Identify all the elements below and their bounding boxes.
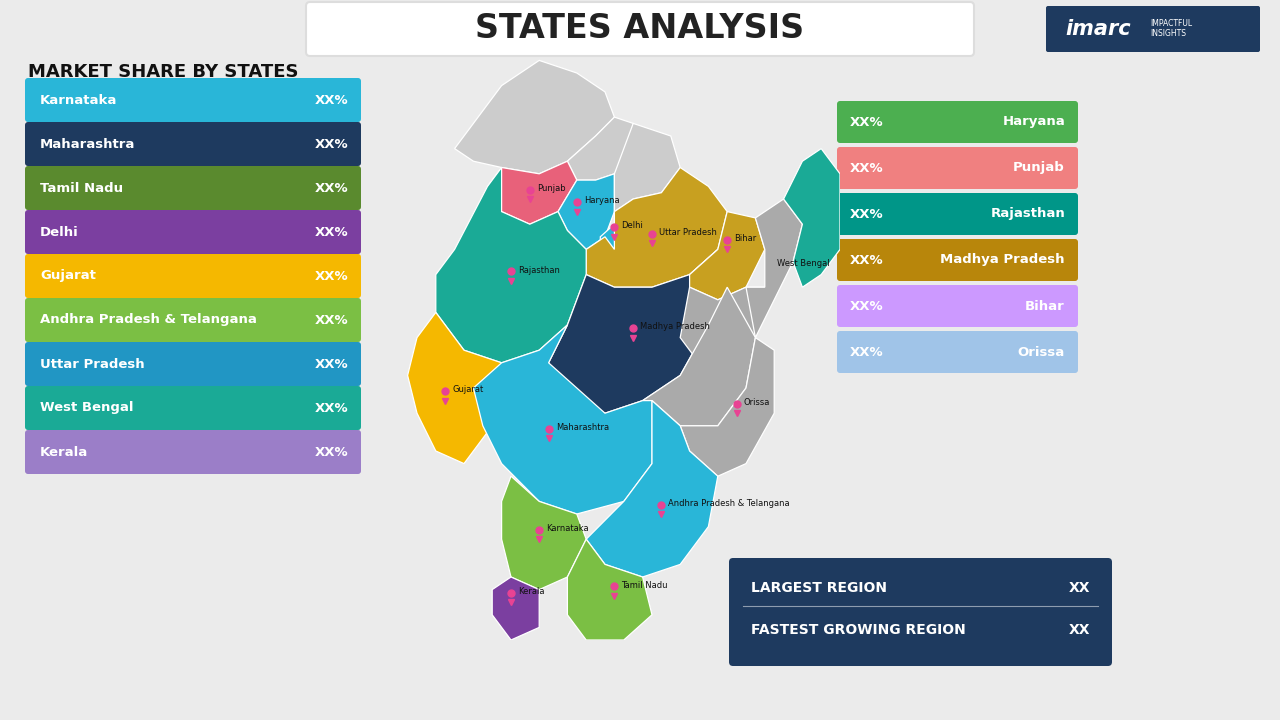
Text: Bihar: Bihar [1025,300,1065,312]
Polygon shape [567,539,652,640]
Text: XX%: XX% [850,253,883,266]
FancyBboxPatch shape [837,193,1078,235]
FancyBboxPatch shape [26,430,361,474]
Text: FASTEST GROWING REGION: FASTEST GROWING REGION [751,623,965,637]
Polygon shape [586,400,718,577]
Text: Tamil Nadu: Tamil Nadu [622,580,668,590]
Text: Tamil Nadu: Tamil Nadu [40,181,123,194]
Text: Haryana: Haryana [1002,115,1065,128]
Polygon shape [680,287,765,363]
Text: XX%: XX% [850,300,883,312]
Text: Gujarat: Gujarat [40,269,96,282]
Text: Delhi: Delhi [40,225,79,238]
Polygon shape [435,168,586,363]
Polygon shape [558,174,614,249]
Polygon shape [614,123,680,212]
Text: XX%: XX% [315,94,348,107]
FancyBboxPatch shape [1046,6,1260,52]
Polygon shape [690,212,765,300]
Text: Madhya Pradesh: Madhya Pradesh [640,323,710,331]
Text: Andhra Pradesh & Telangana: Andhra Pradesh & Telangana [40,313,257,326]
FancyBboxPatch shape [26,254,361,298]
FancyBboxPatch shape [26,342,361,386]
Text: imarc: imarc [1065,19,1130,39]
FancyBboxPatch shape [26,298,361,342]
Polygon shape [407,312,511,464]
Polygon shape [454,60,614,174]
Polygon shape [502,476,586,590]
Polygon shape [680,338,774,476]
Text: XX%: XX% [315,269,348,282]
Polygon shape [567,117,634,180]
Text: XX%: XX% [850,161,883,174]
Polygon shape [474,325,652,514]
FancyBboxPatch shape [26,210,361,254]
Text: XX%: XX% [850,207,883,220]
Polygon shape [493,577,539,640]
Text: MARKET SHARE BY STATES: MARKET SHARE BY STATES [28,63,298,81]
Text: XX%: XX% [315,138,348,150]
Polygon shape [488,161,577,224]
Polygon shape [783,148,840,287]
Text: Orissa: Orissa [744,398,771,407]
Text: XX%: XX% [315,181,348,194]
Polygon shape [600,224,623,249]
Text: XX%: XX% [315,402,348,415]
Polygon shape [549,249,727,413]
Text: Uttar Pradesh: Uttar Pradesh [659,228,717,237]
Polygon shape [643,287,755,426]
Text: XX%: XX% [850,346,883,359]
Text: West Bengal: West Bengal [777,259,829,269]
Text: Gujarat: Gujarat [452,385,484,395]
Text: Bihar: Bihar [735,234,756,243]
Text: Orissa: Orissa [1018,346,1065,359]
Text: Maharashtra: Maharashtra [556,423,609,432]
Text: West Bengal: West Bengal [40,402,133,415]
Text: XX%: XX% [315,446,348,459]
Text: Kerala: Kerala [518,587,544,596]
FancyBboxPatch shape [26,166,361,210]
Text: Haryana: Haryana [584,197,620,205]
FancyBboxPatch shape [837,101,1078,143]
Text: Punjab: Punjab [1014,161,1065,174]
Text: IMPACTFUL: IMPACTFUL [1149,19,1192,27]
Text: INSIGHTS: INSIGHTS [1149,30,1187,38]
Text: Maharashtra: Maharashtra [40,138,136,150]
FancyBboxPatch shape [306,2,974,56]
Text: Punjab: Punjab [536,184,566,193]
Text: XX%: XX% [315,358,348,371]
Text: Rajasthan: Rajasthan [991,207,1065,220]
FancyBboxPatch shape [837,239,1078,281]
Text: Delhi: Delhi [622,222,644,230]
Text: XX%: XX% [315,225,348,238]
FancyBboxPatch shape [26,386,361,430]
FancyBboxPatch shape [26,122,361,166]
Text: XX: XX [1069,623,1091,637]
Text: Kerala: Kerala [40,446,88,459]
Text: Madhya Pradesh: Madhya Pradesh [941,253,1065,266]
Text: Karnataka: Karnataka [40,94,118,107]
Text: XX%: XX% [850,115,883,128]
Text: LARGEST REGION: LARGEST REGION [751,581,887,595]
Text: Karnataka: Karnataka [547,524,589,533]
FancyBboxPatch shape [730,558,1112,666]
Text: XX%: XX% [315,313,348,326]
Polygon shape [746,199,803,338]
Text: Uttar Pradesh: Uttar Pradesh [40,358,145,371]
FancyBboxPatch shape [837,285,1078,327]
Polygon shape [586,168,727,287]
Text: STATES ANALYSIS: STATES ANALYSIS [475,12,805,45]
Text: XX: XX [1069,581,1091,595]
FancyBboxPatch shape [837,147,1078,189]
FancyBboxPatch shape [837,331,1078,373]
FancyBboxPatch shape [26,78,361,122]
Text: Andhra Pradesh & Telangana: Andhra Pradesh & Telangana [668,499,790,508]
Text: Rajasthan: Rajasthan [518,266,559,274]
